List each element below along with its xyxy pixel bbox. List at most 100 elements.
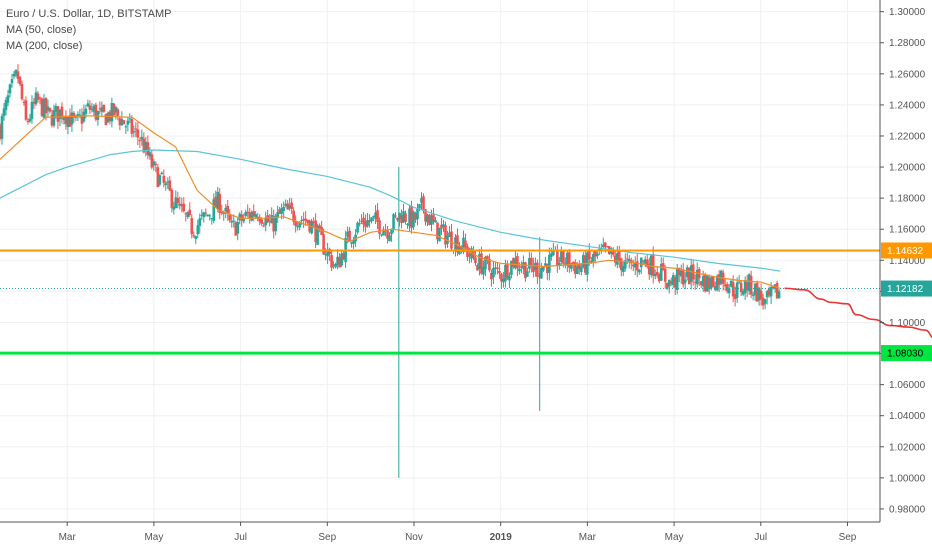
- candle-body: [376, 210, 379, 222]
- candle-body: [0, 116, 4, 139]
- candle-body: [739, 282, 743, 293]
- candle-body: [66, 116, 70, 128]
- candle-body: [4, 99, 8, 110]
- candle-body: [222, 212, 226, 215]
- candle-body: [741, 290, 745, 295]
- candle-body: [104, 114, 108, 126]
- candle-body: [592, 254, 595, 262]
- candle-body: [242, 217, 246, 222]
- candle-body: [28, 118, 32, 122]
- candle-body: [234, 222, 238, 236]
- candle-body: [647, 263, 651, 275]
- candle-body: [106, 112, 110, 123]
- candle-body: [256, 216, 260, 219]
- candle-body: [216, 191, 220, 209]
- candle-body: [727, 288, 731, 294]
- candle-body: [655, 272, 659, 276]
- candle-body: [268, 220, 271, 222]
- candle-body: [282, 206, 285, 211]
- candle-body: [166, 181, 170, 183]
- candle-body: [617, 250, 621, 262]
- x-tick-label: Sep: [318, 532, 336, 543]
- candle-body: [689, 265, 693, 283]
- candle-body: [56, 106, 60, 122]
- candle-body: [250, 211, 254, 221]
- candle-body: [118, 118, 122, 126]
- candle-body: [96, 111, 100, 120]
- candle-body: [502, 278, 505, 283]
- candle-body: [110, 102, 114, 122]
- candle-body: [102, 104, 106, 112]
- candle-body: [410, 205, 413, 229]
- candle-body: [412, 211, 415, 227]
- candle-body: [374, 212, 377, 219]
- axes: 1.30000 1.28000 1.26000 1.24000 1.22000 1.200…: [0, 0, 932, 543]
- candle-body: [36, 93, 40, 100]
- support-price-box: [881, 345, 932, 362]
- candle-body: [643, 259, 647, 264]
- candle-body: [198, 218, 202, 226]
- candle-body: [386, 230, 389, 239]
- candle-body: [422, 196, 425, 210]
- resistance-price-label: 1.14632: [887, 246, 924, 257]
- candle-body: [312, 222, 315, 224]
- candle-body: [424, 209, 427, 222]
- candle-body: [8, 84, 12, 94]
- candle-body: [192, 235, 196, 237]
- candle-body: [228, 214, 232, 221]
- candle-body: [30, 101, 34, 119]
- candle-body: [74, 116, 78, 118]
- candle-body: [669, 281, 673, 284]
- candle-body: [542, 266, 545, 271]
- y-tick-label: 1.04000: [889, 411, 926, 422]
- candle-body: [699, 281, 703, 286]
- candle-body: [32, 101, 36, 104]
- candle-body: [240, 214, 244, 221]
- candle-body: [568, 252, 571, 268]
- candle-body: [34, 92, 38, 105]
- candle-body: [558, 263, 561, 266]
- candle-body: [288, 205, 291, 209]
- candle-body: [685, 267, 689, 278]
- candle-body: [298, 221, 301, 228]
- candle-body: [500, 273, 503, 282]
- x-tick-label: Mar: [59, 532, 77, 543]
- y-tick-label: 1.02000: [889, 442, 926, 453]
- candle-body: [2, 108, 6, 116]
- candle-body: [677, 268, 681, 276]
- candle-body: [316, 225, 319, 245]
- candle-body: [368, 220, 371, 222]
- candle-body: [16, 71, 20, 80]
- candle-body: [414, 213, 417, 220]
- candle-body: [246, 211, 250, 213]
- candle-body: [548, 254, 551, 273]
- candle-body: [570, 263, 573, 269]
- candle-body: [687, 267, 691, 285]
- candle-body: [178, 203, 182, 206]
- candle-body: [188, 209, 192, 216]
- candle-body: [136, 129, 140, 138]
- ma50-legend: MA (50, close): [6, 24, 77, 36]
- candle-body: [580, 266, 583, 272]
- candle-body: [426, 214, 429, 223]
- candle-body: [342, 252, 345, 260]
- candle-body: [266, 215, 269, 223]
- candle-body: [148, 152, 152, 157]
- candle-body: [526, 271, 529, 277]
- candle-body: [486, 256, 489, 261]
- candle-body: [226, 205, 230, 214]
- candle-body: [254, 214, 258, 218]
- candle-body: [631, 264, 635, 267]
- candle-body: [176, 197, 180, 204]
- candle-body: [280, 208, 283, 214]
- candle-body: [763, 299, 767, 304]
- gridlines: [0, 0, 880, 522]
- candle-body: [290, 202, 293, 209]
- candle-body: [466, 246, 469, 258]
- candle-body: [434, 220, 437, 223]
- candle-body: [406, 224, 409, 226]
- candle-body: [701, 276, 705, 287]
- candle-body: [142, 138, 146, 153]
- candle-body: [168, 180, 172, 191]
